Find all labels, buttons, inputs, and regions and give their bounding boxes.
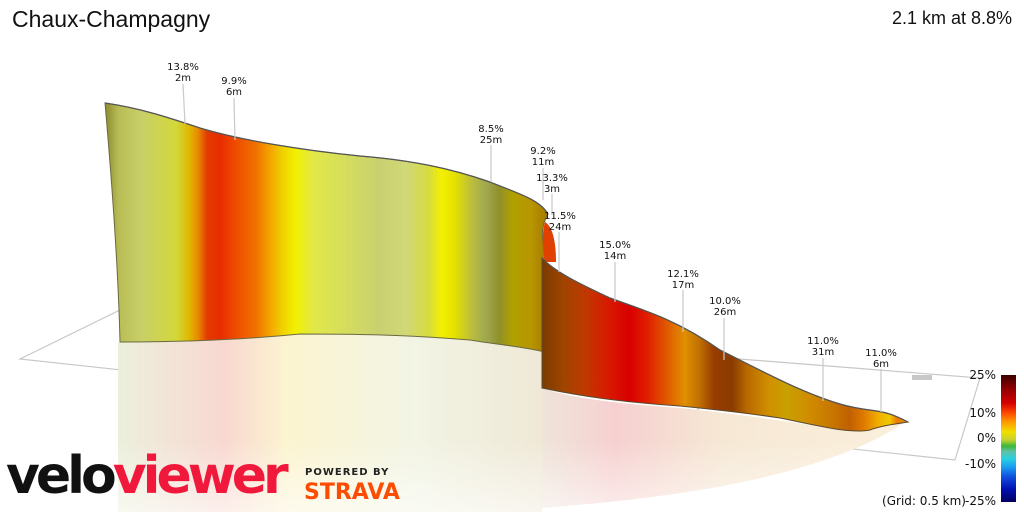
powered-by-label: POWERED BY [305,467,390,478]
annotation-gain: 24m [549,222,571,233]
annotation-gain: 6m [226,87,242,98]
gradient-color-scale [1001,375,1016,502]
grid-scale-note: (Grid: 0.5 km) [882,494,966,508]
legend-tick-10: 10% [969,406,996,420]
annotation-gain: 25m [480,135,502,146]
annotation-gradient: 11.5% [544,211,576,222]
annotation-gradient: 13.8% [167,62,199,73]
annotation-gradient: 9.2% [530,146,555,157]
logo-velo: velo [6,446,117,506]
logo-viewer: viewer [112,446,289,506]
annotation-gain: 17m [672,280,694,291]
grid-end-marker [912,375,932,380]
annotation-gradient: 9.9% [221,76,246,87]
legend-tick-neg10: -10% [964,457,996,471]
annotation-gain: 6m [873,359,889,370]
veloviewer-logo: veloviewer [6,450,289,502]
segment-summary: 2.1 km at 8.8% [891,8,1012,28]
annotation-gain: 2m [175,73,191,84]
annotation-gain: 11m [532,157,554,168]
annotation-gradient: 13.3% [536,173,568,184]
annotation-gain: 31m [812,347,834,358]
annotation-gradient: 10.0% [709,296,741,307]
segment-title: Chaux-Champagny [12,6,211,32]
annotation-gradient: 11.0% [865,348,897,359]
annotation-gain: 26m [714,307,736,318]
strava-logo: STRAVA [304,480,400,505]
annotation-gain: 3m [544,184,560,195]
annotation-gain: 14m [604,251,626,262]
profile-reflection [118,334,908,512]
annotation-gradient: 12.1% [667,269,699,280]
annotation-gradient: 11.0% [807,336,839,347]
legend-tick-neg25: -25% [964,494,996,508]
legend-tick-0: 0% [976,431,996,445]
legend-tick-25: 25% [969,368,996,382]
annotation-gradient: 8.5% [478,124,503,135]
annotation-gradient: 15.0% [599,240,631,251]
climb-annotations: 13.8% 2m 9.9% 6m 8.5% 25m 9.2% 11m 13.3%… [167,62,897,370]
